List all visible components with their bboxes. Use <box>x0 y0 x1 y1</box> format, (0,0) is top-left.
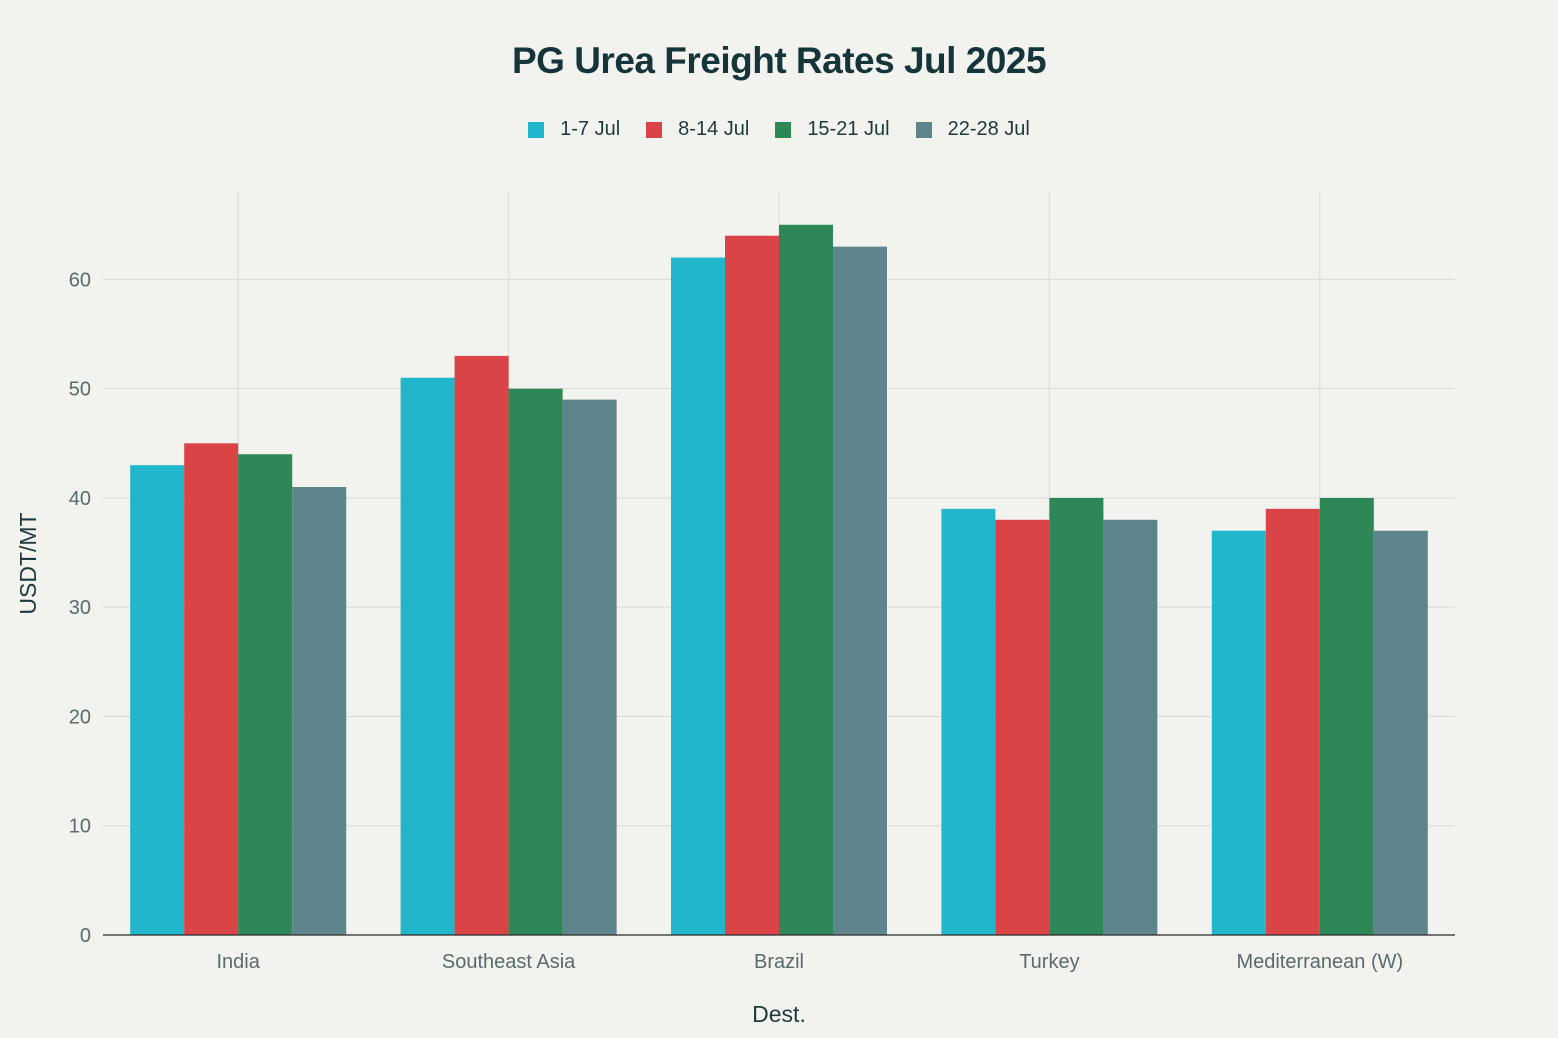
y-tick-label: 20 <box>69 706 91 728</box>
bar-1-2[interactable] <box>400 377 455 935</box>
bar-2-2[interactable] <box>454 355 509 935</box>
y-axis-title: USDT/MT <box>15 512 41 614</box>
bars <box>130 224 1428 936</box>
y-tick-label: 50 <box>69 379 91 401</box>
y-tick-label: 0 <box>80 925 91 947</box>
bar-4-4[interactable] <box>1103 519 1158 935</box>
bar-1-5[interactable] <box>1211 530 1266 935</box>
x-axis-title: Dest. <box>752 1001 806 1027</box>
y-tick-label: 60 <box>69 269 91 291</box>
chart-title: PG Urea Freight Rates Jul 2025 <box>511 40 1047 81</box>
bar-3-2[interactable] <box>508 388 563 935</box>
bar-4-1[interactable] <box>292 487 347 935</box>
bar-2-1[interactable] <box>184 443 239 935</box>
x-tick-label: India <box>217 951 261 973</box>
bar-4-3[interactable] <box>833 246 887 936</box>
bar-3-4[interactable] <box>1049 497 1104 935</box>
bar-2-3[interactable] <box>725 235 779 936</box>
legend-item-1[interactable]: 1-7 Jul <box>528 118 620 141</box>
x-tick-label: Brazil <box>754 951 804 973</box>
legend-label-3: 15-21 Jul <box>807 118 890 140</box>
legend-swatch-3 <box>775 121 792 138</box>
bar-3-1[interactable] <box>238 454 293 935</box>
bar-4-2[interactable] <box>562 399 617 936</box>
x-tick-label: Southeast Asia <box>442 951 576 973</box>
y-tick-label: 30 <box>69 597 91 619</box>
legend-swatch-1 <box>528 121 545 138</box>
bar-2-5[interactable] <box>1265 508 1320 935</box>
x-tick-label: Turkey <box>1019 951 1079 973</box>
x-tick-label: Mediterranean (W) <box>1236 951 1403 973</box>
legend-item-4[interactable]: 22-28 Jul <box>915 118 1030 141</box>
legend-swatch-2 <box>646 121 663 138</box>
y-tick-label: 40 <box>69 488 91 510</box>
bar-1-4[interactable] <box>941 508 996 935</box>
bar-3-3[interactable] <box>779 224 833 935</box>
bar-1-3[interactable] <box>671 257 725 935</box>
axes: 0 10 20 30 40 50 60 India Southeast Asia Brazil Tu… <box>69 269 1455 973</box>
legend-label-1: 1-7 Jul <box>560 118 621 140</box>
legend-item-2[interactable]: 8-14 Jul <box>646 118 749 141</box>
legend-item-3[interactable]: 15-21 Jul <box>775 118 890 141</box>
bar-2-4[interactable] <box>995 519 1050 935</box>
bar-1-1[interactable] <box>130 465 185 935</box>
y-tick-label: 10 <box>69 816 91 838</box>
bar-3-5[interactable] <box>1319 497 1374 935</box>
bar-4-5[interactable] <box>1373 530 1428 935</box>
chart-legend: 1-7 Jul 8-14 Jul 15-21 Jul 22-28 Jul <box>0 118 1558 141</box>
legend-label-4: 22-28 Jul <box>947 118 1030 140</box>
legend-label-2: 8-14 Jul <box>678 118 750 140</box>
legend-swatch-4 <box>915 121 932 138</box>
